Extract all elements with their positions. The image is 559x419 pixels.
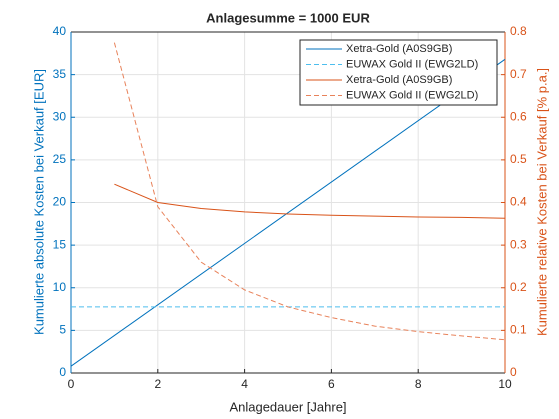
y2-tick-label: 0.8	[510, 24, 527, 38]
y2-tick-label: 0.2	[510, 280, 527, 294]
x-tick-label: 4	[241, 377, 248, 391]
chart-title: Anlagesumme = 1000 EUR	[206, 10, 370, 25]
x-tick-label: 8	[415, 377, 422, 391]
legend: Xetra-Gold (A0S9GB) EUWAX Gold II (EWG2LD…	[299, 39, 498, 106]
series-line	[113, 42, 506, 341]
y-tick-label: 10	[53, 280, 67, 294]
x-tick-label: 0	[68, 377, 75, 391]
y-axis-label: Kumulierte absolute Kosten bei Verkauf […	[31, 69, 46, 335]
y2-tick-label: 0	[510, 365, 517, 379]
series-line	[70, 58, 506, 367]
y-tick-label: 30	[53, 109, 67, 123]
y2-tick-label: 0.7	[510, 67, 527, 81]
x-axis-label: Anlagedauer [Jahre]	[229, 399, 346, 414]
y-tick-label: 0	[59, 365, 66, 379]
series-line	[114, 183, 506, 219]
y-tick-label: 40	[53, 24, 67, 38]
x-tick-label: 2	[154, 377, 161, 391]
y-tick-label: 15	[53, 237, 67, 251]
legend-label: Xetra-Gold (A0S9GB)	[346, 43, 452, 55]
legend-label: Xetra-Gold (A0S9GB)	[346, 74, 452, 86]
y2-tick-label: 0.4	[510, 195, 527, 209]
y-tick-label: 20	[53, 195, 67, 209]
y-tick-label: 25	[53, 152, 67, 166]
y2-tick-label: 0.5	[510, 152, 527, 166]
legend-box	[299, 39, 498, 106]
x-tick-label: 6	[328, 377, 335, 391]
x-tick-label: 10	[498, 377, 512, 391]
y-tick-label: 5	[59, 323, 66, 337]
y-tick-label: 35	[53, 67, 67, 81]
y2-tick-label: 0.6	[510, 109, 527, 123]
legend-label: EUWAX Gold II (EWG2LD)	[346, 58, 478, 70]
legend-label: EUWAX Gold II (EWG2LD)	[346, 89, 478, 101]
y2-axis-label: Kumulierte relative Kosten bei Verkauf […	[534, 68, 549, 336]
y2-tick-label: 0.1	[510, 323, 527, 337]
y2-tick-label: 0.3	[510, 237, 527, 251]
